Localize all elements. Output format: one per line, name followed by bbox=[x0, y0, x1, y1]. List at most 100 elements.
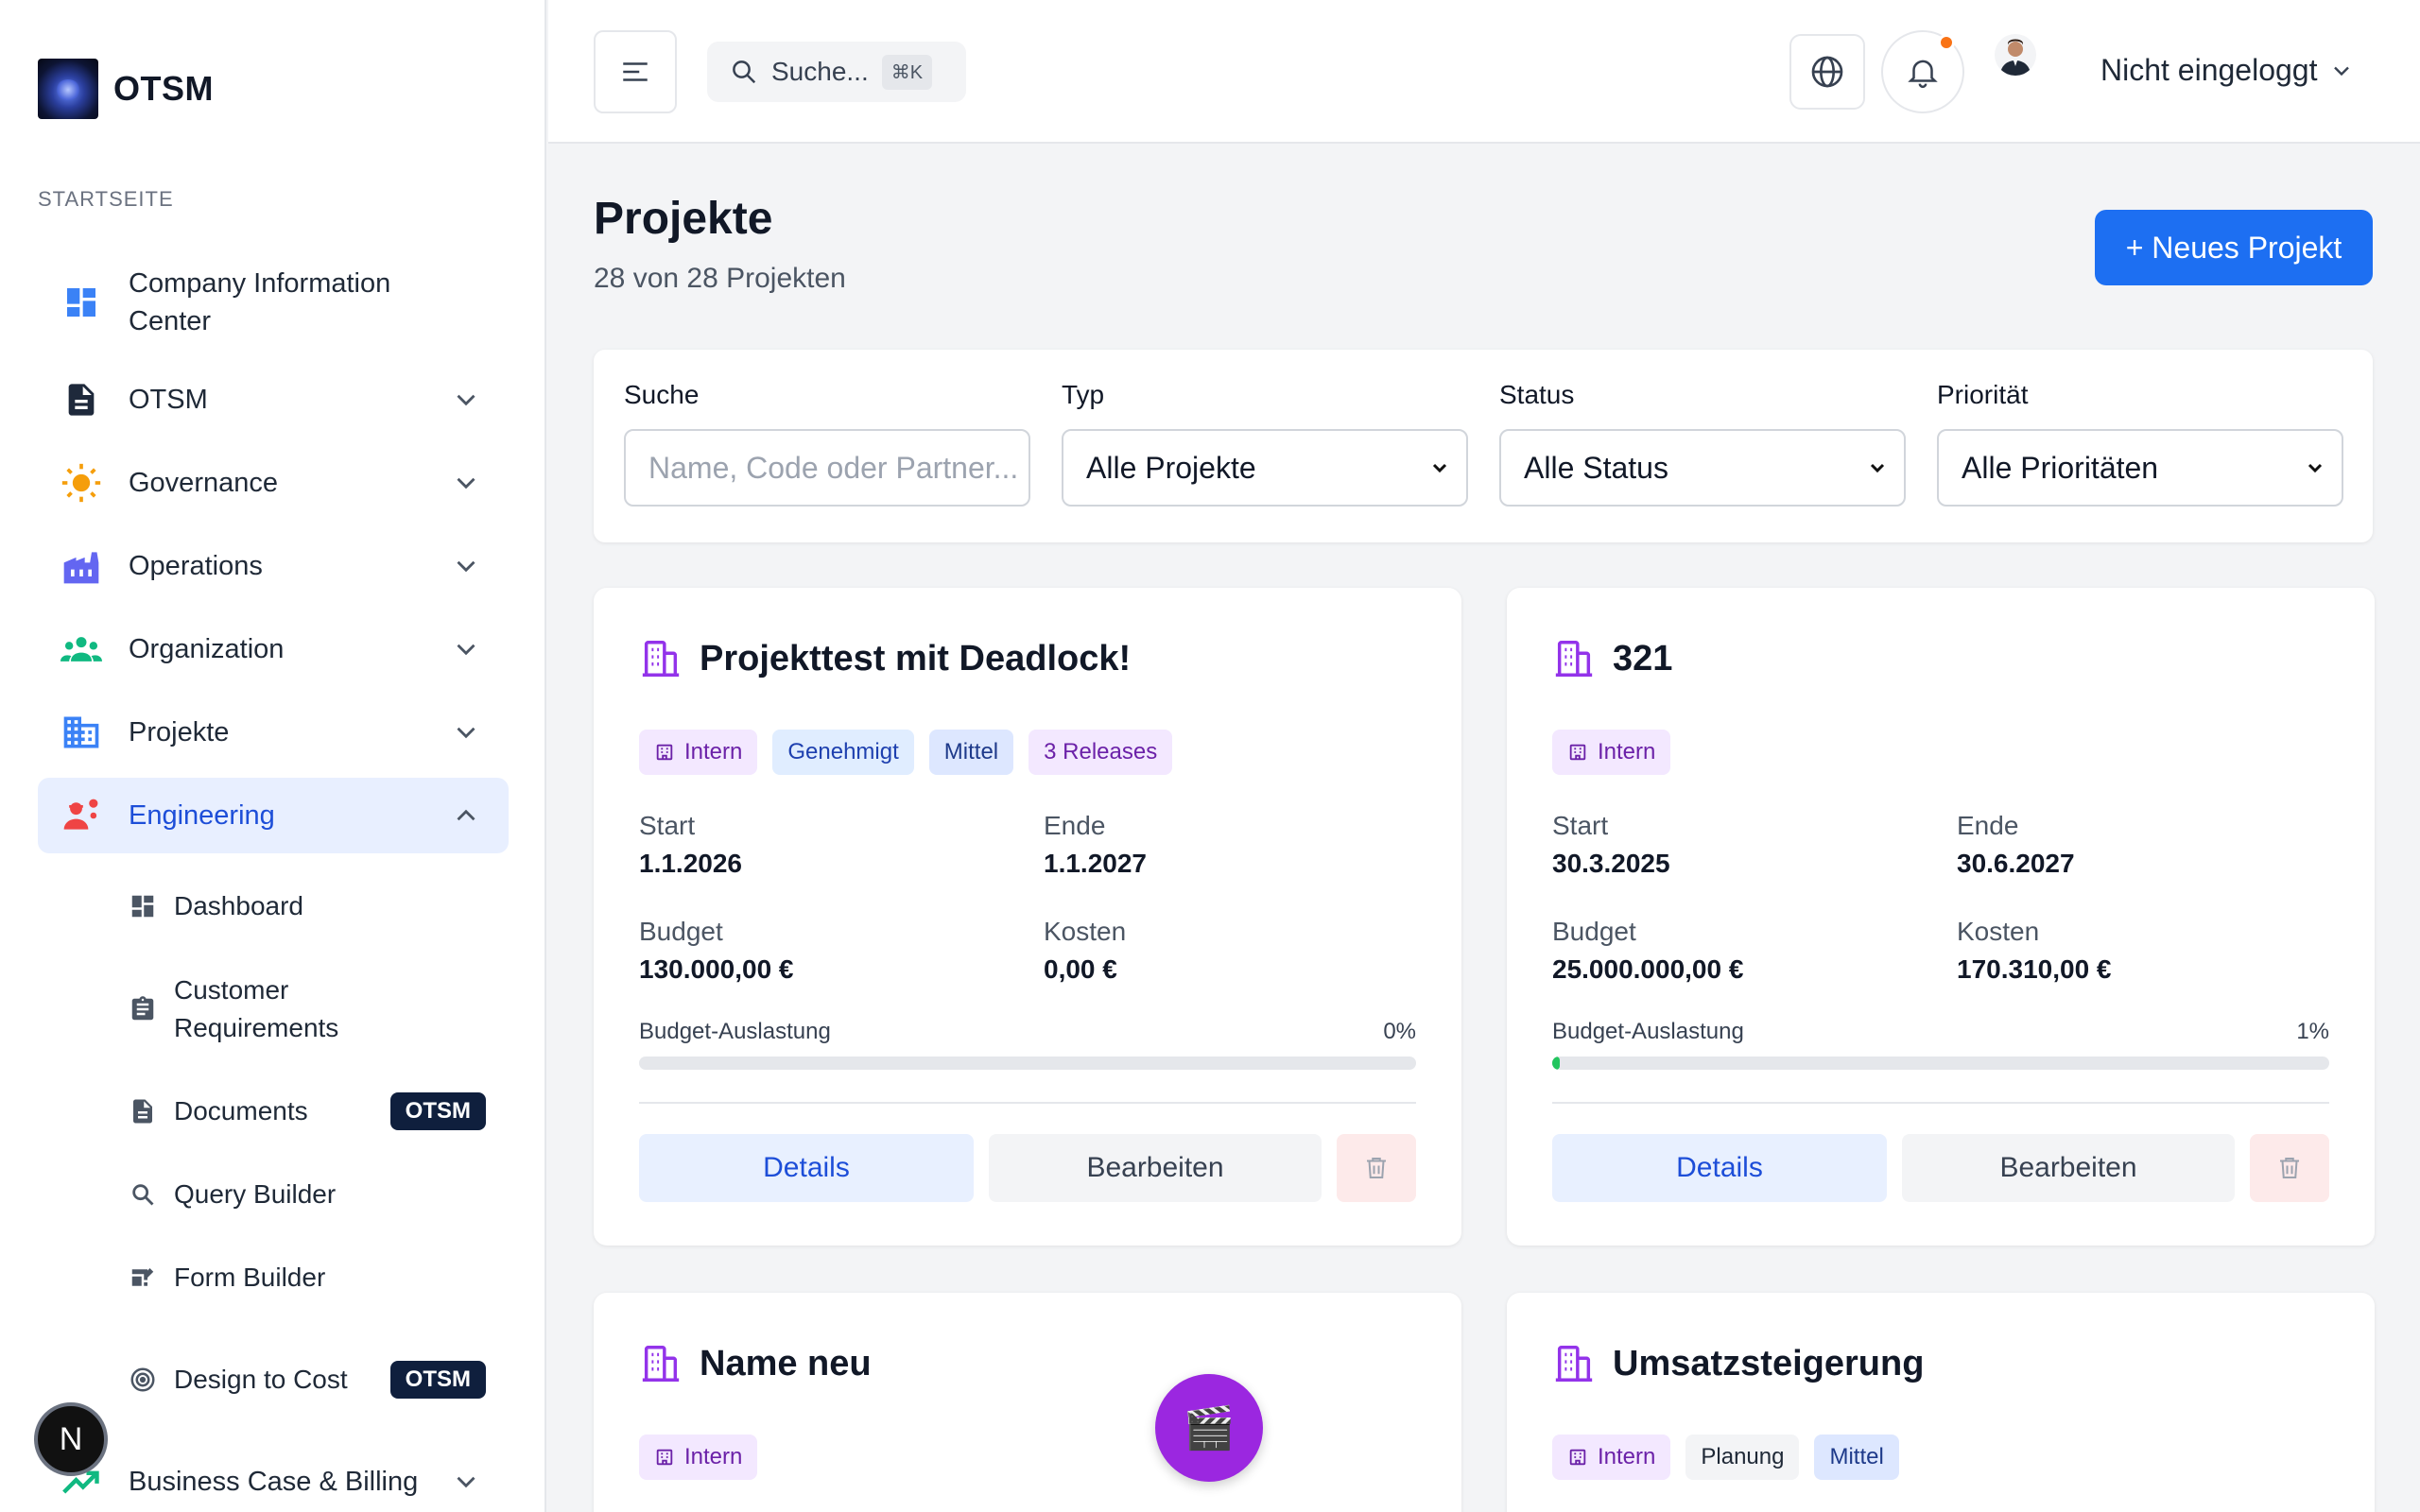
edit-button[interactable]: Bearbeiten bbox=[989, 1134, 1322, 1202]
project-tags: Intern Genehmigt Mittel 3 Releases bbox=[639, 730, 1187, 775]
filter-panel: Suche Name, Code oder Partner... Typ All… bbox=[594, 350, 2373, 542]
chevron-down-icon bbox=[2334, 66, 2350, 76]
details-button[interactable]: Details bbox=[639, 1134, 974, 1202]
select-value: Alle Projekte bbox=[1086, 450, 1256, 485]
target-icon bbox=[127, 1364, 159, 1396]
select-value: Alle Status bbox=[1524, 450, 1668, 485]
menu-icon bbox=[623, 62, 648, 81]
field-label: Start bbox=[1552, 811, 1609, 840]
sidebar-item-label: Governance bbox=[129, 468, 278, 498]
status-tag: Planung bbox=[1685, 1435, 1800, 1480]
field-label: Start bbox=[639, 811, 696, 840]
sidebar-subitem-design-to-cost[interactable]: Design to Cost OTSM bbox=[127, 1340, 509, 1419]
people-icon bbox=[60, 628, 102, 670]
new-project-button[interactable]: + Neues Projekt bbox=[2095, 210, 2373, 285]
start-field: Start 30.3.2025 bbox=[1552, 811, 1670, 879]
filter-label: Status bbox=[1499, 380, 1575, 409]
sidebar-item-business-case-billing[interactable]: Business Case & Billing bbox=[38, 1444, 509, 1512]
sidebar-item-label: OTSM bbox=[129, 385, 208, 415]
document-icon bbox=[60, 379, 102, 421]
priority-select[interactable]: Alle Prioritäten bbox=[1937, 429, 2343, 507]
sidebar-item-operations[interactable]: Operations bbox=[38, 528, 509, 604]
sidebar-item-label: Organization bbox=[129, 634, 285, 664]
budget-field: Budget 25.000.000,00 € bbox=[1552, 917, 1743, 985]
sidebar-subitem-label: Dashboard bbox=[174, 891, 303, 920]
field-value: 1.1.2026 bbox=[639, 849, 742, 878]
building-icon bbox=[60, 712, 102, 753]
budget-usage-bar bbox=[1552, 1057, 2329, 1070]
sidebar-subitem-form-builder[interactable]: Form Builder bbox=[127, 1259, 509, 1297]
field-label: Budget bbox=[1552, 917, 1636, 946]
global-search[interactable]: Suche... ⌘K bbox=[707, 42, 966, 102]
sidebar-subitem-customer-requirements[interactable]: Customer Requirements bbox=[127, 970, 509, 1049]
project-header: 321 bbox=[1552, 637, 1672, 680]
floating-action-button[interactable]: 🎬 bbox=[1155, 1374, 1263, 1482]
search-shortcut: ⌘K bbox=[881, 54, 933, 90]
budget-usage-fill bbox=[1552, 1057, 1561, 1070]
user-status-label: Nicht eingeloggt bbox=[2100, 53, 2318, 87]
releases-tag: 3 Releases bbox=[1028, 730, 1173, 775]
search-input[interactable]: Name, Code oder Partner... bbox=[624, 429, 1030, 507]
delete-button[interactable] bbox=[1337, 1134, 1416, 1202]
n-badge[interactable]: N bbox=[34, 1402, 108, 1476]
sidebar-subitem-query-builder[interactable]: Query Builder bbox=[127, 1176, 509, 1213]
status-select[interactable]: Alle Status bbox=[1499, 429, 1906, 507]
sidebar-subitem-dashboard[interactable]: Dashboard bbox=[127, 887, 509, 925]
chevron-down-icon bbox=[457, 1476, 475, 1488]
sidebar-subitem-label: Form Builder bbox=[174, 1263, 326, 1292]
project-header: Projekttest mit Deadlock! bbox=[639, 637, 1131, 680]
project-tags: Intern bbox=[639, 1435, 772, 1480]
sidebar-item-governance[interactable]: Governance bbox=[38, 445, 509, 521]
clapperboard-icon: 🎬 bbox=[1183, 1405, 1236, 1452]
card-divider bbox=[1552, 1102, 2329, 1104]
sidebar-item-company-information-center[interactable]: Company Information Center bbox=[38, 263, 509, 342]
type-tag: Intern bbox=[639, 730, 758, 775]
sidebar-item-otsm[interactable]: OTSM bbox=[38, 362, 509, 438]
status-tag: Genehmigt bbox=[772, 730, 914, 775]
chevron-down-icon bbox=[457, 727, 475, 739]
building-icon bbox=[1569, 1449, 1586, 1466]
notifications-button[interactable] bbox=[1881, 30, 1964, 113]
chevron-down-icon bbox=[1870, 463, 1885, 473]
type-select[interactable]: Alle Projekte bbox=[1062, 429, 1468, 507]
filter-type: Typ Alle Projekte bbox=[1062, 380, 1468, 507]
details-button[interactable]: Details bbox=[1552, 1134, 1887, 1202]
filter-label: Suche bbox=[624, 380, 700, 409]
type-tag: Intern bbox=[639, 1435, 758, 1480]
brand-name: OTSM bbox=[113, 69, 214, 108]
user-menu[interactable]: Nicht eingeloggt bbox=[2100, 53, 2355, 88]
bell-icon bbox=[1908, 60, 1938, 89]
page-title: Projekte bbox=[594, 194, 773, 244]
budget-usage-label: Budget-Auslastung bbox=[1552, 1019, 1744, 1044]
end-field: Ende 1.1.2027 bbox=[1044, 811, 1147, 879]
project-card: Name neu Intern bbox=[594, 1293, 1461, 1512]
field-label: Kosten bbox=[1957, 917, 2040, 946]
notification-dot bbox=[1938, 34, 1955, 51]
sidebar-item-organization[interactable]: Organization bbox=[38, 611, 509, 687]
budget-usage-percent: 1% bbox=[2296, 1019, 2329, 1044]
delete-button[interactable] bbox=[2250, 1134, 2329, 1202]
tag-label: Intern bbox=[684, 739, 743, 765]
sidebar-item-engineering[interactable]: Engineering bbox=[38, 778, 509, 853]
budget-usage-label: Budget-Auslastung bbox=[639, 1019, 831, 1044]
costs-field: Kosten 0,00 € bbox=[1044, 917, 1126, 985]
field-value: 25.000.000,00 € bbox=[1552, 954, 1744, 984]
sidebar-subitem-documents[interactable]: Documents OTSM bbox=[127, 1092, 509, 1130]
tag-label: Intern bbox=[1598, 1444, 1656, 1469]
filter-label: Priorität bbox=[1937, 380, 2029, 409]
field-label: Ende bbox=[1044, 811, 1106, 840]
avatar[interactable] bbox=[1995, 34, 2036, 76]
edit-button[interactable]: Bearbeiten bbox=[1902, 1134, 2235, 1202]
filter-search: Suche Name, Code oder Partner... bbox=[624, 380, 1030, 507]
building-icon bbox=[642, 641, 680, 677]
language-button[interactable] bbox=[1789, 34, 1865, 110]
brand[interactable]: OTSM bbox=[38, 59, 214, 119]
priority-tag: Mittel bbox=[928, 730, 1014, 775]
tag-label: Intern bbox=[684, 1444, 743, 1469]
field-value: 30.6.2027 bbox=[1957, 849, 2075, 878]
trash-icon bbox=[1367, 1158, 1386, 1178]
menu-toggle-button[interactable] bbox=[594, 30, 677, 113]
project-card: Umsatzsteigerung Intern Planung Mittel bbox=[1507, 1293, 2375, 1512]
sidebar-item-projekte[interactable]: Projekte bbox=[38, 695, 509, 770]
chevron-down-icon bbox=[2308, 463, 2323, 473]
